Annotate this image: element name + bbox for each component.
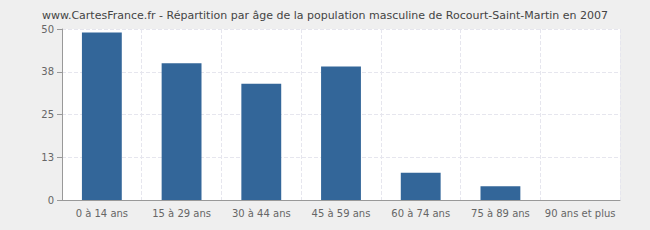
svg-text:90 ans et plus: 90 ans et plus (545, 208, 616, 219)
svg-text:0 à 14 ans: 0 à 14 ans (76, 208, 128, 219)
svg-text:www.CartesFrance.fr - Répartit: www.CartesFrance.fr - Répartition par âg… (42, 9, 608, 22)
svg-text:0: 0 (48, 195, 54, 206)
svg-text:13: 13 (41, 152, 54, 163)
svg-text:30 à 44 ans: 30 à 44 ans (232, 208, 291, 219)
svg-text:38: 38 (41, 66, 54, 77)
svg-text:75 à 89 ans: 75 à 89 ans (471, 208, 530, 219)
svg-text:15 à 29 ans: 15 à 29 ans (152, 208, 211, 219)
svg-text:60 à 74 ans: 60 à 74 ans (391, 208, 450, 219)
svg-text:50: 50 (41, 24, 54, 35)
svg-text:25: 25 (41, 109, 54, 120)
svg-text:45 à 59 ans: 45 à 59 ans (312, 208, 371, 219)
